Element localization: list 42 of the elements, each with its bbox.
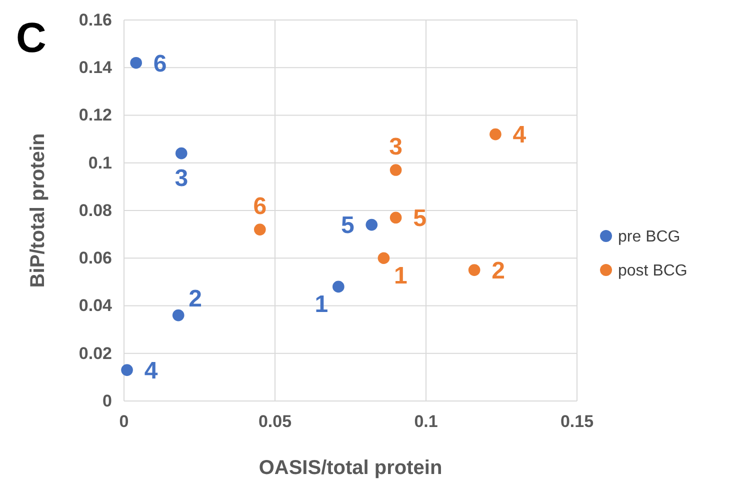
y-tick-label: 0.16 bbox=[78, 10, 112, 30]
legend-label: post BCG bbox=[618, 262, 688, 280]
point bbox=[254, 224, 266, 236]
point bbox=[121, 364, 133, 376]
annotation: 5 bbox=[340, 212, 354, 240]
point bbox=[175, 147, 188, 160]
y-tick-label: 0.02 bbox=[78, 344, 112, 363]
annotation: 1 bbox=[314, 291, 328, 318]
point bbox=[130, 56, 142, 69]
x-tick-label: 0.15 bbox=[560, 412, 594, 432]
point bbox=[378, 252, 390, 264]
annotation: 1 bbox=[394, 262, 408, 290]
annotation: 3 bbox=[389, 133, 402, 160]
y-tick-label: 0.12 bbox=[78, 106, 112, 125]
y-tick-label: 0.14 bbox=[78, 58, 113, 78]
x-tick-label: 0.1 bbox=[414, 412, 438, 432]
x-axis-title: OASIS/total protein bbox=[258, 457, 442, 479]
point bbox=[366, 218, 378, 231]
point bbox=[390, 212, 402, 224]
point bbox=[332, 280, 344, 293]
point bbox=[172, 309, 184, 322]
point bbox=[468, 264, 480, 276]
y-tick-label: 0.04 bbox=[78, 296, 113, 316]
legend-label: pre BCG bbox=[618, 228, 680, 246]
annotation: 6 bbox=[153, 50, 167, 78]
y-tick-label: 0.06 bbox=[78, 248, 112, 268]
point bbox=[490, 128, 502, 140]
annotation: 3 bbox=[174, 164, 188, 192]
annotation: 6 bbox=[253, 192, 267, 220]
x-tick-label: 0 bbox=[119, 412, 129, 432]
y-tick-label: 0 bbox=[102, 391, 112, 410]
y-axis-title: BiP/total protein bbox=[27, 133, 49, 288]
annotation: 2 bbox=[492, 257, 505, 284]
annotation: 5 bbox=[413, 205, 426, 232]
annotation: 2 bbox=[188, 286, 202, 313]
y-tick-label: 0.08 bbox=[78, 200, 112, 220]
annotation: 4 bbox=[512, 122, 527, 149]
point bbox=[390, 164, 402, 176]
text: C bbox=[16, 14, 46, 61]
annotation: 4 bbox=[144, 357, 158, 384]
x-tick-label: 0.05 bbox=[258, 412, 292, 432]
y-tick-label: 0.1 bbox=[88, 153, 112, 172]
